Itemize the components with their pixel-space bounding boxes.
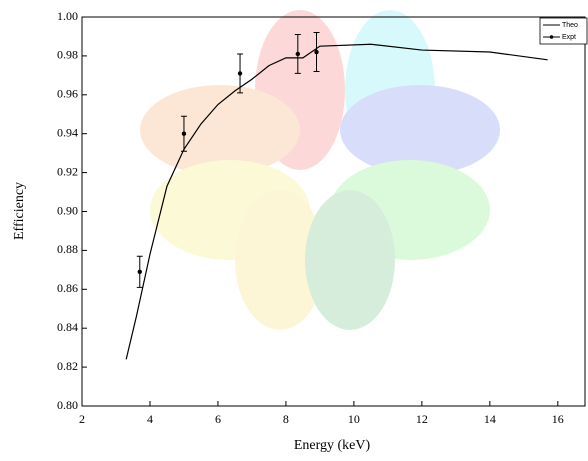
y-tick-label: 0.90 bbox=[57, 203, 78, 217]
x-tick-label: 8 bbox=[283, 412, 289, 426]
legend-marker bbox=[549, 35, 554, 39]
y-tick-label: 1.00 bbox=[57, 9, 78, 23]
x-tick-label: 12 bbox=[416, 412, 428, 426]
x-tick-label: 4 bbox=[147, 412, 153, 426]
x-tick-label: 6 bbox=[215, 412, 221, 426]
y-axis-label: Efficiency bbox=[12, 182, 27, 240]
y-tick-label: 0.88 bbox=[57, 242, 78, 256]
y-tick-label: 0.96 bbox=[57, 87, 78, 101]
data-point bbox=[181, 131, 187, 136]
x-tick-label: 14 bbox=[484, 412, 496, 426]
data-point bbox=[137, 269, 142, 274]
x-tick-label: 16 bbox=[552, 412, 564, 426]
data-point bbox=[237, 71, 243, 76]
data-point bbox=[295, 51, 301, 57]
watermark bbox=[140, 10, 500, 330]
legend-box bbox=[539, 17, 588, 45]
y-tick-label: 0.80 bbox=[57, 398, 78, 412]
y-tick-label: 0.92 bbox=[57, 164, 78, 178]
legend-label: Expt bbox=[562, 34, 576, 41]
x-axis-label: Energy (keV) bbox=[294, 438, 371, 453]
series-line bbox=[125, 43, 548, 360]
data-point bbox=[314, 49, 319, 55]
y-tick-label: 0.84 bbox=[57, 320, 78, 334]
x-tick-label: 10 bbox=[348, 412, 360, 426]
legend-label: Theo bbox=[562, 22, 578, 29]
y-tick-label: 0.94 bbox=[57, 125, 78, 139]
y-tick-label: 0.82 bbox=[57, 359, 78, 373]
y-tick-label: 0.98 bbox=[57, 48, 78, 62]
x-tick-label: 2 bbox=[79, 412, 85, 426]
y-tick-label: 0.86 bbox=[57, 281, 78, 295]
